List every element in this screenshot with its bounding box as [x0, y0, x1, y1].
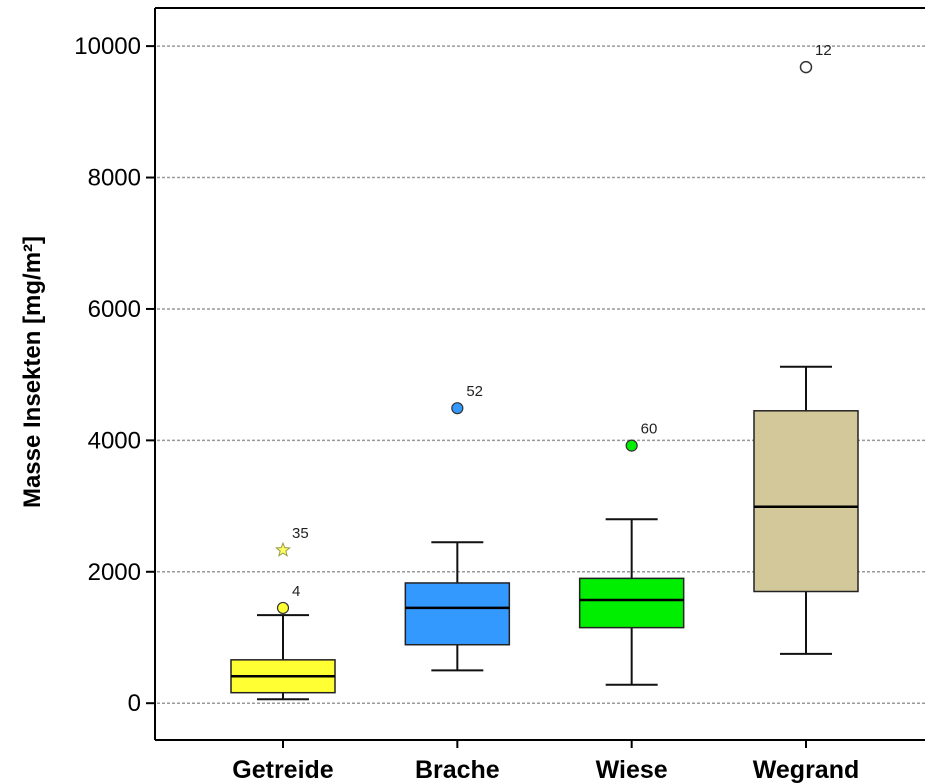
box-group-wiese: 60	[578, 421, 685, 686]
axes	[154, 7, 925, 741]
y-tick-label: 8000	[88, 165, 141, 192]
y-tick-label: 2000	[88, 559, 141, 586]
outlier-point	[451, 402, 464, 415]
gridlines	[157, 45, 925, 704]
y-tick-label: 10000	[74, 33, 141, 60]
outlier-point	[625, 439, 638, 452]
x-tick-label: Getreide	[232, 756, 334, 784]
outlier-point	[799, 60, 813, 74]
y-axis-title: Masse Insekten [mg/m²]	[19, 236, 46, 508]
outlier-label: 4	[292, 583, 300, 600]
outlier-point	[276, 601, 290, 615]
y-tick-label: 0	[128, 690, 141, 717]
boxes: 4 35 52 60 12	[230, 42, 859, 701]
y-tick-label: 4000	[88, 427, 141, 454]
outlier-label: 52	[466, 383, 483, 400]
y-tick-label: 6000	[88, 296, 141, 323]
box-group-wegrand: 12	[753, 42, 859, 655]
box-iqr	[404, 582, 511, 646]
outlier-label: 60	[641, 421, 658, 438]
extreme-star-marker	[275, 541, 291, 557]
x-tick-labels: Getreide Brache Wiese Wegrand	[232, 740, 859, 784]
x-tick-label: Brache	[415, 756, 500, 784]
box-iqr	[753, 410, 859, 593]
box-group-brache: 52	[404, 383, 511, 672]
outlier-label: 35	[292, 525, 309, 542]
outlier-label: 12	[815, 42, 832, 59]
box-iqr	[578, 577, 685, 629]
y-ticks: 0 2000 4000 6000 8000 10000	[74, 33, 155, 717]
box-group-getreide: 4 35	[230, 525, 336, 701]
x-tick-label: Wiese	[596, 756, 668, 784]
x-tick-label: Wegrand	[753, 756, 860, 784]
